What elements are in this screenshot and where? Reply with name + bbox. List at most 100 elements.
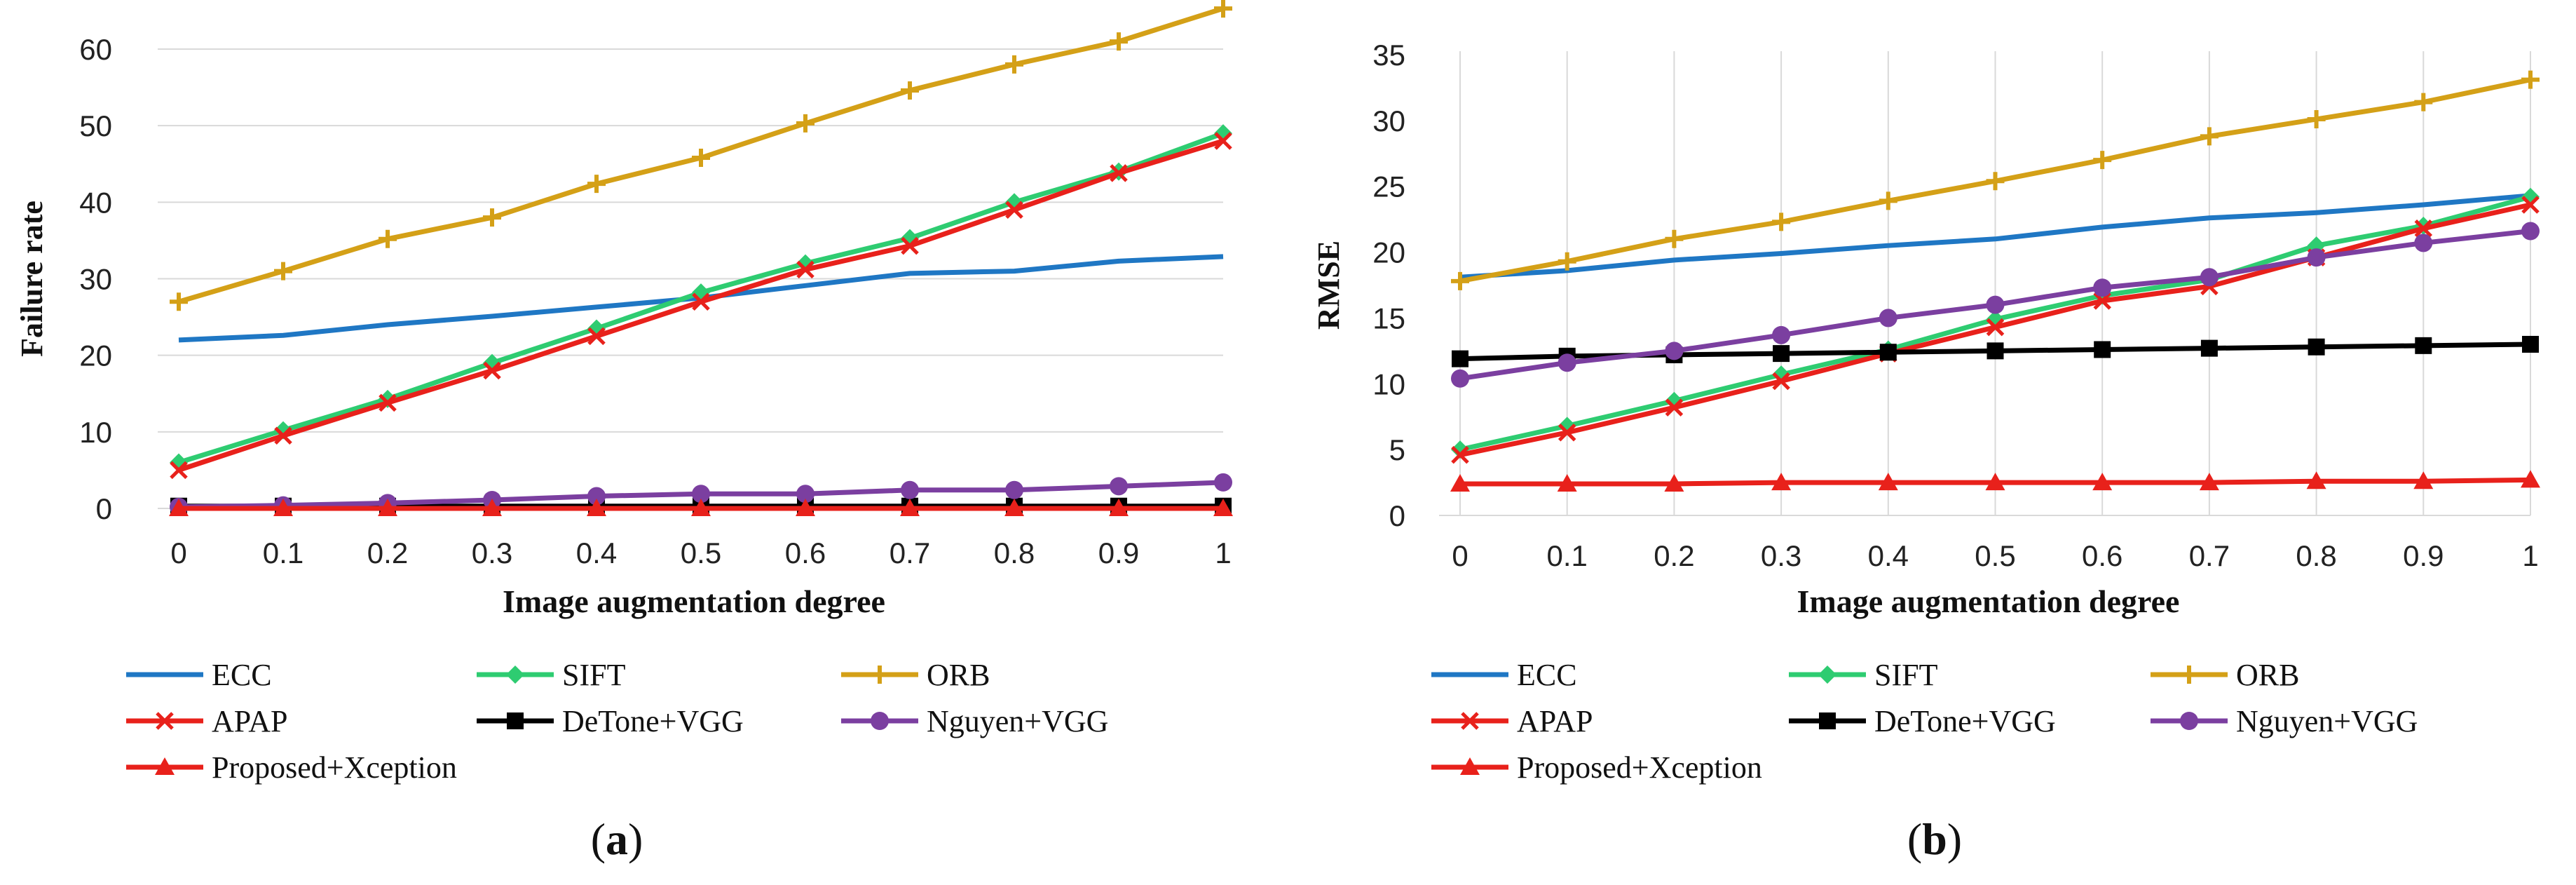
legend-marker xyxy=(156,712,174,730)
data-point xyxy=(2521,222,2540,241)
legend-label: Proposed+Xception xyxy=(1517,750,1762,785)
data-point xyxy=(587,499,606,516)
panel-caption: (b) xyxy=(1907,814,1962,864)
data-point xyxy=(1558,353,1576,372)
legend: ECC SIFT ORB APAP DeTone+VGG Nguyen+VGG Propos… xyxy=(126,658,1108,785)
series-line-apap xyxy=(177,138,1225,473)
data-point xyxy=(1772,372,1790,391)
data-point xyxy=(1558,423,1576,442)
x-tick-label: 0.5 xyxy=(681,536,721,569)
data-point xyxy=(2414,219,2433,238)
legend-marker xyxy=(1819,712,1836,729)
x-tick-label: 0.7 xyxy=(890,536,930,569)
x-tick-label: 0.8 xyxy=(2296,539,2336,572)
data-point xyxy=(1879,344,1897,361)
data-point xyxy=(170,292,188,311)
data-point xyxy=(2092,473,2113,491)
y-tick-label: 20 xyxy=(79,339,112,372)
data-point xyxy=(901,480,919,499)
y-tick-label: 10 xyxy=(1372,367,1405,400)
legend-marker xyxy=(871,666,889,684)
x-tick-label: 1 xyxy=(1215,536,1231,569)
data-point xyxy=(1986,342,2004,360)
data-point xyxy=(1986,295,2005,314)
x-tick-label: 0.2 xyxy=(367,536,408,569)
data-point xyxy=(1451,271,1469,290)
data-point xyxy=(691,499,711,516)
legend-label: ECC xyxy=(1517,658,1577,692)
y-tick-label: 60 xyxy=(79,33,112,66)
legend: ECC SIFT ORB APAP DeTone+VGG Nguyen+VGG Propos… xyxy=(1431,658,2418,785)
data-point xyxy=(587,327,606,346)
data-point xyxy=(274,426,292,445)
y-tick-label: 5 xyxy=(1389,433,1405,466)
x-tick-label: 0.9 xyxy=(2403,539,2444,572)
data-point xyxy=(1110,164,1128,182)
data-point xyxy=(900,499,920,516)
series-line-ecc xyxy=(1459,193,2531,280)
data-point xyxy=(1771,473,1792,491)
data-point xyxy=(1452,350,1468,367)
data-point xyxy=(482,499,502,516)
data-point xyxy=(2093,278,2112,297)
x-tick-label: 0.4 xyxy=(1868,539,1909,572)
y-tick-label: 0 xyxy=(96,492,112,525)
data-point xyxy=(796,499,815,516)
data-point xyxy=(2307,248,2326,267)
data-point xyxy=(2306,471,2326,489)
data-point xyxy=(2521,470,2540,488)
data-point xyxy=(2200,127,2219,146)
data-point xyxy=(2413,471,2434,489)
x-tick-label: 0.5 xyxy=(1975,539,2015,572)
y-tick-label: 30 xyxy=(1372,104,1405,137)
legend-label: DeTone+VGG xyxy=(562,704,744,738)
data-point xyxy=(1109,499,1129,516)
data-point xyxy=(1214,0,1232,18)
caption-letter: a xyxy=(606,814,628,864)
panel-caption: (a) xyxy=(591,814,643,864)
x-tick-label: 0 xyxy=(1452,539,1468,572)
data-point xyxy=(1110,32,1128,51)
data-point xyxy=(169,499,189,516)
data-point xyxy=(1665,229,1684,248)
data-point xyxy=(1665,342,1684,360)
x-axis-label: Image augmentation degree xyxy=(1797,583,2180,619)
chart-panel-b: 0 5 10 15 20 25 30 35 0 0.1 0.2 0.3 0.4 0.5 0.6 0.7 0.8 0… xyxy=(1311,39,2540,864)
data-point xyxy=(1450,473,1470,492)
legend-label: ORB xyxy=(2236,658,2299,692)
data-point xyxy=(1005,201,1023,219)
data-point xyxy=(901,81,919,100)
data-point xyxy=(1213,499,1233,516)
x-tick-label: 0.8 xyxy=(994,536,1035,569)
legend-label: Nguyen+VGG xyxy=(927,704,1108,738)
legend-label: Nguyen+VGG xyxy=(2236,704,2418,738)
data-point xyxy=(2414,234,2433,252)
caption-paren: ( xyxy=(591,814,606,864)
data-point xyxy=(692,292,710,311)
x-tick-label: 0.2 xyxy=(1654,539,1694,572)
y-tick-label: 50 xyxy=(79,109,112,142)
y-tick-label: 15 xyxy=(1372,302,1405,335)
data-point xyxy=(1005,480,1023,499)
data-point xyxy=(483,361,501,380)
caption-paren: ) xyxy=(1947,814,1962,864)
y-axis-label: RMSE xyxy=(1311,241,1346,330)
data-point xyxy=(1451,445,1469,464)
legend-label: ECC xyxy=(212,658,272,692)
x-tick-label: 0.7 xyxy=(2189,539,2230,572)
data-point xyxy=(1986,318,2005,337)
data-point xyxy=(1772,212,1791,231)
y-axis-label: Failure rate xyxy=(15,201,49,357)
data-point xyxy=(274,262,292,281)
y-tick-label: 0 xyxy=(1389,499,1405,532)
data-point xyxy=(2093,151,2112,170)
data-point xyxy=(1879,309,1897,327)
x-tick-label: 0.1 xyxy=(1547,539,1588,572)
data-point xyxy=(1451,369,1469,388)
legend-label: APAP xyxy=(1517,704,1593,738)
y-tick-label: 25 xyxy=(1372,170,1405,203)
legend-marker xyxy=(507,712,524,729)
legend-label: APAP xyxy=(212,704,287,738)
data-point xyxy=(692,485,710,504)
data-point xyxy=(796,114,815,133)
